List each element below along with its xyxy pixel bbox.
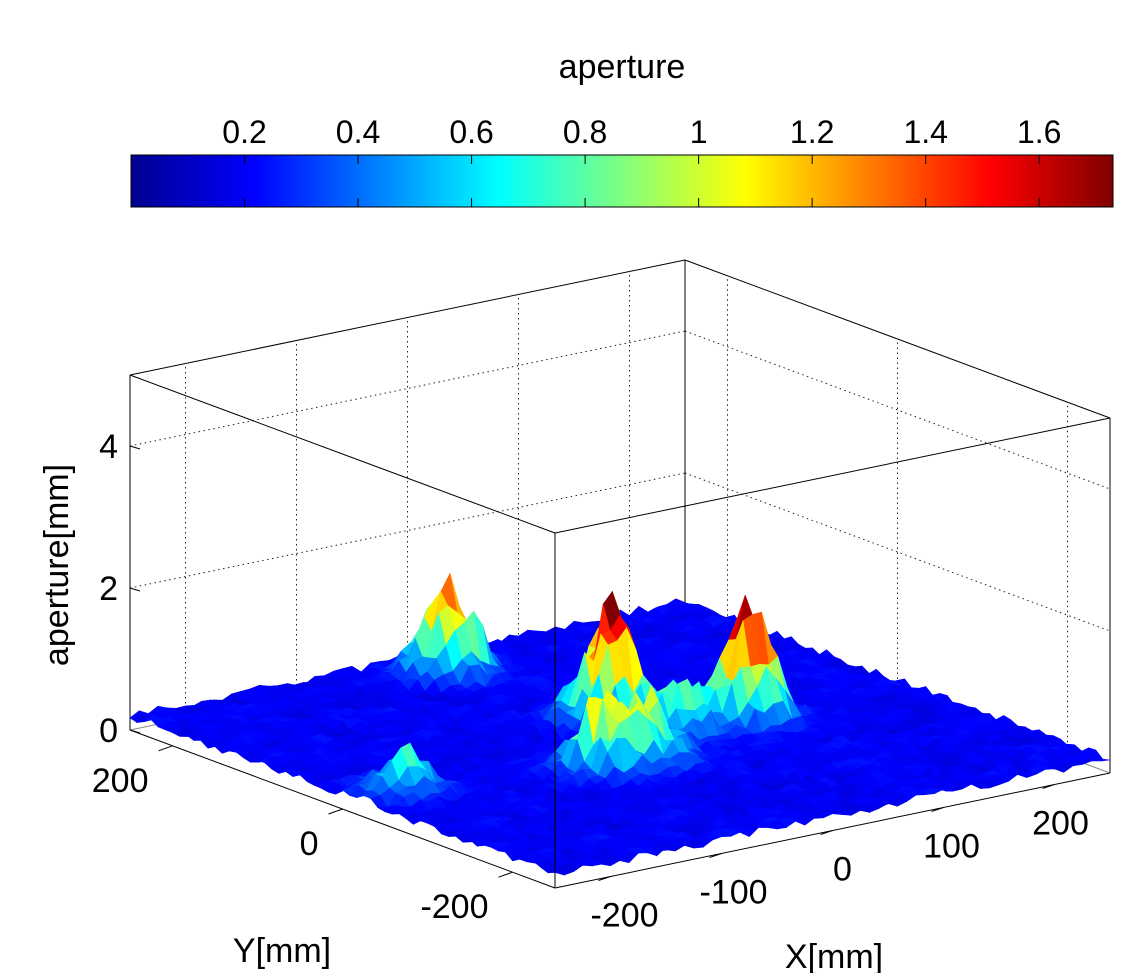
grid-line (129, 472, 686, 589)
aperture-surface (129, 572, 1111, 876)
x-axis-label: X[mm] (785, 938, 883, 973)
axes-3d: 0 2 4 200 0 -200 -200 -100 0 100 200 (92, 259, 1111, 935)
y-tick-mark (498, 871, 513, 878)
z-tick-label: 4 (99, 428, 118, 466)
colorbar-gradient (130, 154, 1114, 208)
colorbar-ticks: 0.2 0.4 0.6 0.8 1 1.2 1.4 1.6 (222, 114, 1061, 207)
colorbar-tick-label: 1.2 (790, 114, 834, 150)
x-tick-mark (1042, 784, 1055, 789)
grid-line (684, 330, 1111, 490)
z-tick-mark (129, 729, 141, 734)
x-tick-label: 100 (923, 828, 980, 866)
box-edge (129, 374, 556, 534)
z-tick-label: 2 (99, 570, 118, 608)
x-tick-label: -100 (699, 874, 767, 912)
z-tick-label: 0 (99, 712, 118, 750)
colorbar: aperture 0.2 0.4 0.6 0.8 1 1.2 1.4 1.6 (130, 48, 1114, 208)
grid-line (129, 330, 686, 447)
y-tick-label: 0 (300, 825, 319, 863)
x-tick-label: 0 (833, 851, 852, 889)
box-edge (684, 259, 1111, 419)
colorbar-tick-label: 1 (690, 114, 708, 150)
surface-cell (547, 867, 566, 876)
z-axis-label: aperture[mm] (38, 464, 76, 666)
colorbar-tick-label: 0.6 (449, 114, 493, 150)
box-edge (554, 417, 1111, 534)
x-tick-label: -200 (590, 897, 658, 935)
colorbar-tick-label: 1.6 (1017, 114, 1061, 150)
x-tick-mark (931, 807, 944, 812)
x-tick-mark (820, 830, 833, 835)
y-axis-label: Y[mm] (233, 932, 331, 970)
colorbar-tick-label: 0.4 (336, 114, 380, 150)
y-tick-label: -200 (420, 888, 488, 926)
colorbar-title: aperture (559, 48, 686, 86)
x-tick-mark (709, 853, 722, 858)
y-tick-mark (328, 808, 343, 815)
colorbar-tick-label: 0.2 (222, 114, 266, 150)
surface-cell (816, 649, 835, 658)
box-edge (129, 259, 686, 376)
colorbar-tick-label: 1.4 (903, 114, 947, 150)
colorbar-tick-label: 0.8 (563, 114, 607, 150)
x-tick-mark (598, 876, 611, 881)
y-tick-mark (158, 745, 173, 752)
axes-grid (129, 271, 1111, 758)
x-tick-label: 200 (1032, 805, 1089, 843)
z-tick-mark (129, 445, 141, 450)
axis-ticks: 0 2 4 200 0 -200 -200 -100 0 100 200 (92, 428, 1089, 935)
y-tick-label: 200 (92, 762, 149, 800)
z-tick-mark (129, 587, 141, 592)
grid-line (684, 472, 1111, 632)
